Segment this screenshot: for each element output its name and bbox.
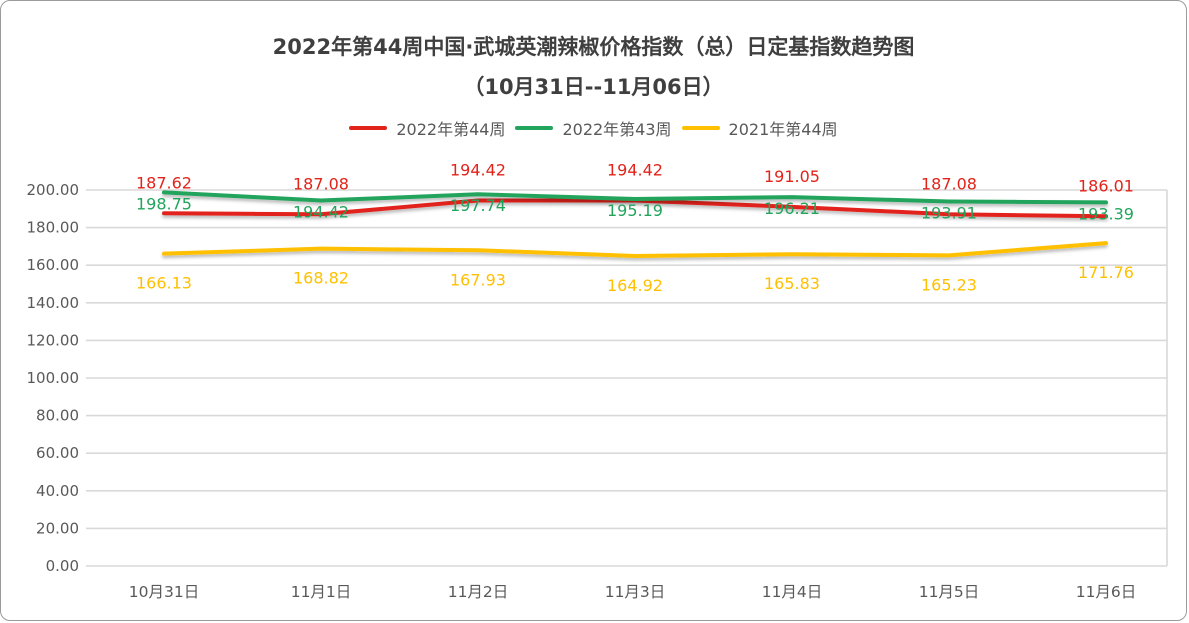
data-label: 198.75: [136, 194, 192, 213]
y-axis-tick-label: 160.00: [27, 256, 80, 274]
legend-line-swatch-green: [515, 126, 554, 130]
data-label: 166.13: [136, 274, 192, 293]
x-axis-category-label: 10月31日: [129, 583, 199, 601]
series-line: [162, 241, 1108, 258]
y-axis-tick-label: 140.00: [27, 294, 80, 312]
x-axis-category-label: 11月3日: [605, 583, 666, 601]
legend-line-swatch-gold: [681, 126, 720, 130]
y-axis-tick-label: 40.00: [36, 482, 79, 500]
y-axis-tick-label: 80.00: [36, 407, 79, 425]
x-axis-category-label: 11月2日: [448, 583, 509, 601]
data-label: 165.83: [764, 274, 820, 293]
data-label: 164.92: [607, 276, 663, 295]
x-axis-category-label: 11月6日: [1076, 583, 1137, 601]
data-label: 195.19: [607, 201, 663, 220]
chart-title-line2: （10月31日--11月06日）: [463, 75, 724, 99]
legend-line-swatch-red: [349, 126, 388, 130]
y-axis-tick-label: 100.00: [27, 369, 80, 387]
data-label: 193.39: [1078, 204, 1134, 223]
legend-label: 2021年第44周: [728, 120, 838, 139]
y-axis-tick-label: 20.00: [36, 519, 79, 537]
data-label: 196.21: [764, 199, 820, 218]
y-axis-tick-label: 200.00: [27, 181, 80, 199]
legend-item-week44-2022: 2022年第44周: [349, 116, 505, 140]
data-label: 194.42: [293, 202, 349, 221]
x-axis-category-label: 11月1日: [291, 583, 352, 601]
legend-label: 2022年第43周: [562, 120, 672, 139]
data-label: 186.01: [1078, 176, 1134, 195]
data-label: 187.08: [921, 174, 977, 193]
data-label: 165.23: [921, 275, 977, 294]
legend-label: 2022年第44周: [396, 120, 506, 139]
y-axis-tick-label: 0.00: [46, 557, 79, 575]
data-label: 193.91: [921, 203, 977, 222]
x-axis-category-label: 11月4日: [762, 583, 823, 601]
data-label: 168.82: [293, 269, 349, 288]
data-label: 187.62: [136, 173, 192, 192]
y-axis-tick-label: 120.00: [27, 331, 80, 349]
data-label: 171.76: [1078, 263, 1134, 282]
chart-title-line1: 2022年第44周中国·武城英潮辣椒价格指数（总）日定基指数趋势图: [272, 35, 915, 59]
data-label: 187.08: [293, 174, 349, 193]
chart-legend: 2022年第44周 2022年第43周 2021年第44周: [1, 116, 1186, 140]
legend-item-week43-2022: 2022年第43周: [515, 116, 672, 140]
data-label: 194.42: [607, 160, 663, 179]
data-label: 191.05: [764, 167, 820, 186]
data-label: 167.93: [450, 270, 506, 289]
y-axis-tick-label: 180.00: [27, 219, 80, 237]
data-label: 194.42: [450, 160, 506, 179]
chart-title: 2022年第44周中国·武城英潮辣椒价格指数（总）日定基指数趋势图 （10月31…: [1, 27, 1186, 107]
series-line: [162, 190, 1108, 205]
data-label: 197.74: [450, 196, 506, 215]
y-axis-tick-label: 60.00: [36, 444, 79, 462]
x-axis-category-label: 11月5日: [919, 583, 980, 601]
legend-item-week44-2021: 2021年第44周: [681, 116, 838, 140]
